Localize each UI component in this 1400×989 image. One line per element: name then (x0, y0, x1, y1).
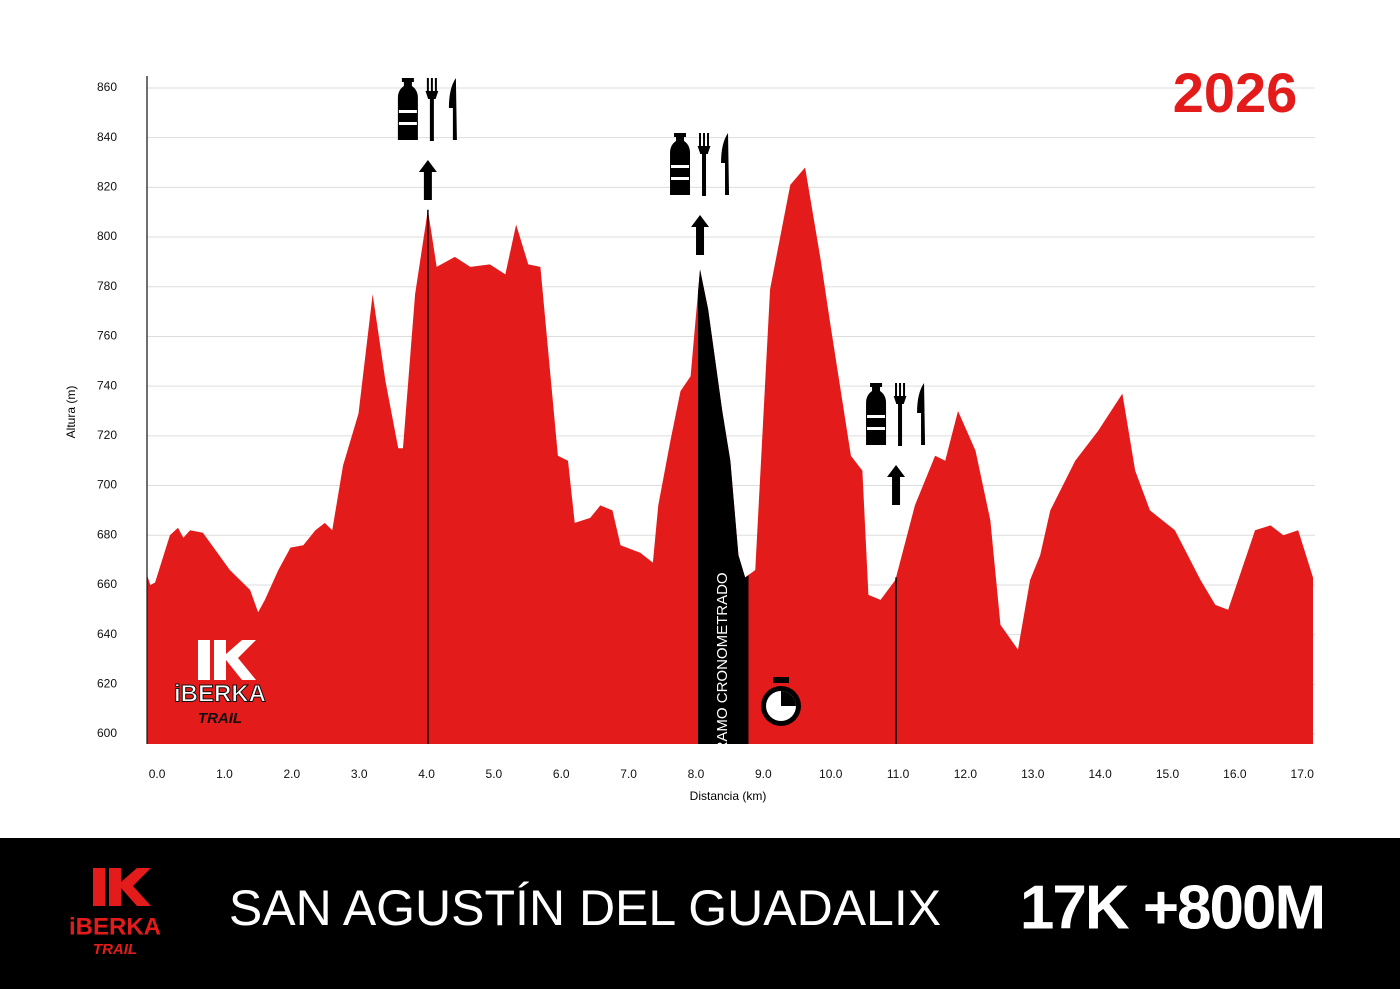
y-tick-label: 680 (97, 527, 117, 541)
footer-logo: iBERKA TRAIL (69, 868, 161, 958)
x-tick-label: 10.0 (819, 767, 843, 781)
bottle-band (867, 427, 886, 430)
x-tick-label: 13.0 (1021, 767, 1045, 781)
x-tick-label: 3.0 (351, 767, 368, 781)
y-tick-label: 660 (97, 577, 117, 591)
aid-station-icon (670, 133, 730, 255)
aid-station-icon (866, 383, 926, 505)
knife (721, 133, 730, 195)
arrow (691, 215, 710, 255)
knife (917, 383, 926, 445)
bottle (866, 383, 887, 445)
x-tick-label: 16.0 (1223, 767, 1247, 781)
logo: iBERKA TRAIL (173, 640, 267, 727)
x-tick-label: 12.0 (954, 767, 978, 781)
bottle-band (671, 165, 690, 168)
y-tick-label: 820 (97, 180, 117, 194)
stopwatch-icon (761, 677, 801, 726)
x-tick-label: 11.0 (887, 767, 910, 781)
timed-section-label: TRAMO CRONOMETRADO (714, 572, 731, 761)
timed-section (698, 269, 749, 744)
y-tick-label: 860 (97, 80, 117, 94)
knife (448, 78, 457, 140)
x-tick-label: 9.0 (755, 767, 772, 781)
footer-bar (0, 838, 1400, 989)
bottle-band (398, 122, 417, 125)
x-tick-label: 2.0 (283, 767, 300, 781)
y-tick-label: 720 (97, 428, 117, 442)
footer-brand: iBERKA (69, 913, 161, 940)
y-tick-label: 780 (97, 279, 117, 293)
race-summary: 17K +800M (1020, 873, 1324, 942)
x-tick-label: 5.0 (486, 767, 503, 781)
x-tick-label: 1.0 (216, 767, 233, 781)
brand: iBERKA (174, 680, 266, 707)
y-tick-label: 840 (97, 130, 117, 144)
bottle (397, 78, 418, 140)
fork (425, 78, 439, 141)
brand-sub: TRAIL (198, 710, 242, 727)
x-tick-label: 17.0 (1291, 767, 1315, 781)
race-title: SAN AGUSTÍN DEL GUADALIX (229, 880, 941, 936)
footer-brand-sub: TRAIL (93, 941, 137, 958)
bottle-band (867, 415, 886, 418)
y-tick-label: 800 (97, 229, 117, 243)
y-tick-label: 640 (97, 627, 117, 641)
x-tick-label: 14.0 (1088, 767, 1112, 781)
y-tick-label: 740 (97, 378, 117, 392)
x-axis-label: Distancia (km) (690, 789, 767, 803)
arrow (887, 465, 906, 505)
aid-station-icon (397, 78, 457, 200)
x-tick-label: 6.0 (553, 767, 570, 781)
y-tick-label: 620 (97, 677, 117, 691)
fork (697, 133, 711, 196)
y-tick-label: 760 (97, 329, 117, 343)
arrow (418, 160, 437, 200)
y-tick-label: 600 (97, 726, 117, 740)
x-tick-label: 15.0 (1156, 767, 1180, 781)
y-tick-label: 700 (97, 478, 117, 492)
bottle-band (671, 177, 690, 180)
y-axis-label: Altura (m) (64, 386, 78, 439)
x-tick-label: 4.0 (418, 767, 435, 781)
year: 2026 (1173, 61, 1298, 124)
x-tick-label: 8.0 (688, 767, 705, 781)
bottle (670, 133, 691, 195)
bottle-band (398, 110, 417, 113)
fork (893, 383, 907, 446)
x-tick-label: 7.0 (620, 767, 637, 781)
elevation-area (147, 167, 1313, 744)
x-tick-label: 0.0 (149, 767, 166, 781)
